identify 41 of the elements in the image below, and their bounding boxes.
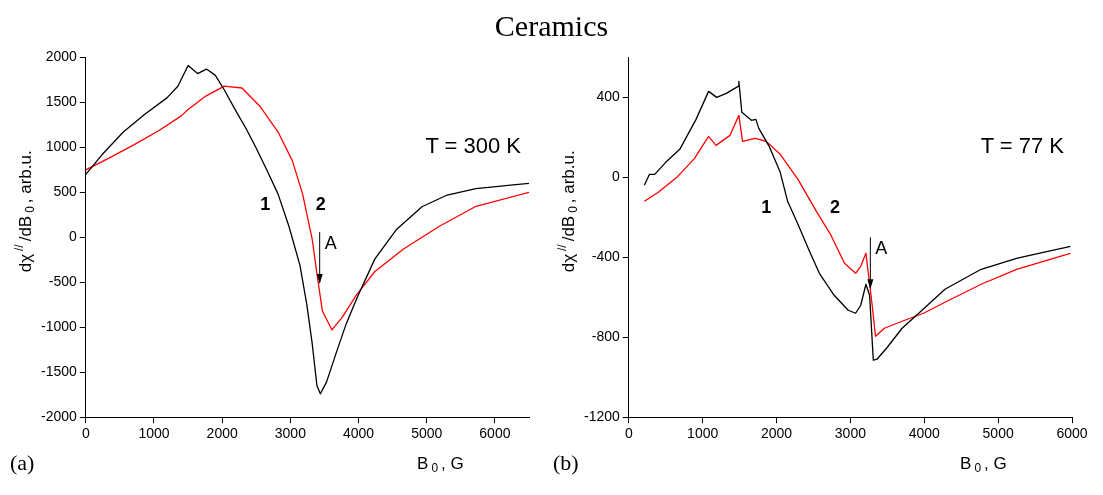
y-tick-label: 400 [596, 88, 621, 105]
text: (b) [553, 449, 579, 475]
y-tick-label: 2000 [45, 48, 78, 65]
annotation: A [324, 233, 337, 254]
y-tick-label: 0 [612, 168, 621, 185]
annotation: T = 77 K [980, 133, 1065, 159]
annotation: 1 [761, 197, 772, 218]
annotation: 2 [315, 193, 326, 214]
x-tick-label: 4000 [342, 425, 375, 442]
y-tick-label: -1000 [40, 318, 78, 335]
x-tick-label: 1000 [687, 425, 719, 442]
annotation: 1 [260, 193, 271, 214]
x-tick-label: 6000 [1056, 425, 1088, 442]
annotation: T = 300 K [425, 133, 522, 159]
x-tick-label: 3000 [834, 425, 867, 442]
y-tick-label: -1500 [40, 363, 78, 380]
annotation: 2 [829, 197, 840, 218]
chart-title: Ceramics [493, 8, 610, 44]
x-tick-label: 5000 [411, 425, 443, 442]
y-tick-label: 1000 [45, 138, 78, 155]
x-tick-label: 0 [81, 425, 90, 442]
x-tick-label: 2000 [206, 425, 238, 442]
y-tick-label: -1200 [583, 408, 621, 425]
y-axis-title: dχ///dB0, arb.u. [12, 150, 38, 273]
x-tick-label: 2000 [760, 425, 793, 442]
y-tick-label: -400 [591, 248, 621, 265]
y-tick-label: 1500 [45, 93, 78, 110]
x-tick-label: 3000 [274, 425, 307, 442]
x-tick-label: 1000 [138, 425, 170, 442]
y-tick-label: -500 [48, 273, 78, 290]
y-tick-label: 0 [69, 228, 78, 245]
x-tick-label: 4000 [908, 425, 941, 442]
x-tick-label: 5000 [982, 425, 1014, 442]
y-tick-label: 500 [53, 183, 78, 200]
annotation: A [875, 238, 888, 259]
y-tick-label: -800 [591, 328, 621, 345]
y-axis-title: dχ///dB0, arb.u. [555, 150, 581, 273]
y-tick-label: -2000 [40, 408, 78, 425]
x-tick-label: 6000 [479, 425, 511, 442]
x-tick-label: 0 [624, 425, 633, 442]
text: (a) [10, 449, 35, 475]
